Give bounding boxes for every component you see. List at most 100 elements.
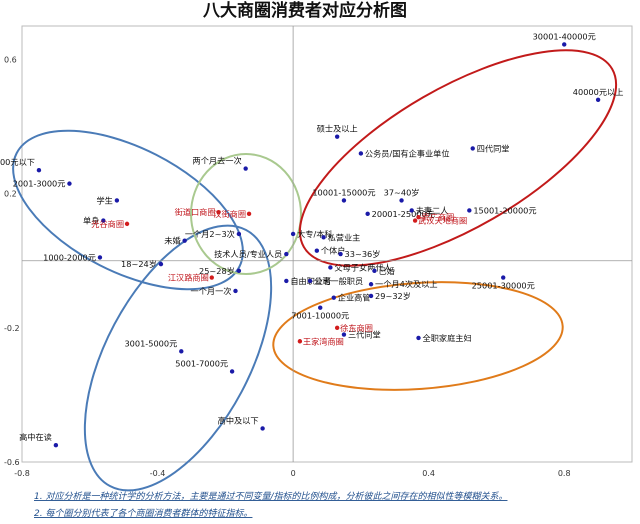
y-tick-label: -0.2 <box>4 324 20 333</box>
data-point <box>260 426 265 431</box>
data-point <box>341 332 347 337</box>
data-point <box>467 208 472 213</box>
data-point <box>243 166 248 171</box>
data-point <box>318 305 323 310</box>
point-label: 3001-5000元 <box>124 338 177 348</box>
point-label: 30001-40000元 <box>533 31 596 41</box>
data-point <box>179 349 184 354</box>
point-label: 2001-3000元 <box>13 179 66 189</box>
data-point <box>284 278 289 284</box>
point-label: 三代同堂 <box>348 330 381 340</box>
chart-title: 八大商圈消费者对应分析图 <box>203 0 407 21</box>
data-point <box>233 288 238 294</box>
data-point <box>284 251 289 257</box>
data-point <box>307 278 313 284</box>
point-label: 两个月去一次 <box>193 156 242 166</box>
x-tick-label: -0.4 <box>150 469 166 478</box>
point-label: 夫妻二人 <box>416 205 449 215</box>
data-point <box>53 443 59 448</box>
y-tick-label: 0.2 <box>4 190 17 199</box>
point-label: 5001-7000元 <box>175 358 228 368</box>
point-label: 1000元以下 <box>0 157 35 167</box>
data-point <box>372 268 377 274</box>
point-label: 公司一般职员 <box>314 276 363 286</box>
data-point <box>338 251 343 257</box>
data-point <box>341 198 347 203</box>
x-tick-label: -0.8 <box>14 469 30 478</box>
district-label: 王家湾商圈 <box>303 336 344 346</box>
point-label: 一个月4次及以上 <box>375 279 438 289</box>
district-label: 武汉天地商圈 <box>418 216 467 226</box>
district-label: 街道口商圈 <box>175 207 216 217</box>
data-point <box>358 151 364 156</box>
x-tick-label: 0.8 <box>558 469 571 478</box>
y-tick-label: -0.6 <box>4 458 20 467</box>
point-label: 公务员/国有企事业单位 <box>365 148 450 158</box>
district-point <box>246 211 252 217</box>
data-point <box>97 255 103 260</box>
data-point <box>562 42 567 47</box>
district-point <box>216 209 221 215</box>
point-label: 技术人员/专业人员 <box>214 249 282 259</box>
x-tick-label: 0.4 <box>422 469 435 478</box>
point-label: 个体户 <box>321 246 346 256</box>
note-1: 1. 对应分析是一种统计学的分析方法，主要是通过不同变量/指标的比例构成，分析彼… <box>34 491 507 502</box>
ellipse-orange <box>272 281 564 391</box>
district-label: 徐东商圈 <box>340 323 373 333</box>
point-label: 29~32岁 <box>375 291 411 301</box>
point-label: 四代同堂 <box>477 143 510 153</box>
point-label: 20001-25000元 <box>372 209 435 219</box>
data-point <box>501 275 506 280</box>
point-label: 1000-2000元 <box>43 252 96 262</box>
data-point <box>236 231 242 237</box>
point-label: 18~24岁 <box>121 259 157 269</box>
data-point <box>334 134 340 139</box>
data-point <box>595 97 601 102</box>
y-tick-label: 0.6 <box>4 56 17 65</box>
point-label: 高中在读 <box>19 432 52 442</box>
data-point <box>409 208 414 213</box>
ellipse-blue-lower <box>83 224 273 492</box>
data-point <box>314 248 320 253</box>
axes <box>22 26 632 462</box>
point-label: 未婚 <box>164 236 180 246</box>
district-point <box>334 325 340 331</box>
data-point <box>328 265 333 270</box>
point-label: 父母子女两代人 <box>334 262 391 272</box>
district-label: 武广商圈 <box>422 212 455 222</box>
data-point <box>101 218 106 223</box>
data-point <box>399 198 404 203</box>
point-label: 33~36岁 <box>345 249 381 259</box>
data-point <box>470 146 475 151</box>
data-point <box>67 181 72 186</box>
data-point <box>290 231 296 237</box>
point-label: 大专/本科 <box>297 229 333 239</box>
point-label: 一个月2~3次 <box>185 229 235 239</box>
point-label: 15001-20000元 <box>473 205 536 215</box>
data-point <box>365 211 370 217</box>
point-label: 25001-30000元 <box>472 281 535 291</box>
district-point <box>297 339 303 344</box>
point-label: 10001-15000元 <box>312 187 375 197</box>
plot-frame <box>21 25 633 463</box>
ellipse-blue-upper <box>12 129 244 291</box>
point-label: 学生 <box>96 195 112 205</box>
data-point <box>114 198 120 203</box>
note-2: 2. 每个圈分别代表了各个商圈消费者群体的特征指标。 <box>34 508 252 519</box>
district-point <box>209 275 214 280</box>
point-label: 全职家庭主妇 <box>423 333 472 343</box>
point-label: 25~28岁 <box>199 266 235 276</box>
data-point <box>236 268 242 274</box>
data-point <box>416 335 421 341</box>
data-point <box>368 293 374 299</box>
district-label: 光谷商圈 <box>91 219 124 229</box>
district-point <box>416 214 421 220</box>
cluster-ellipses <box>12 49 618 492</box>
district-label: 汉街商圈 <box>213 209 246 219</box>
data-point <box>229 369 235 374</box>
point-label: 单身 <box>83 216 99 226</box>
point-label: 私营业主 <box>328 232 361 242</box>
data-point <box>182 238 187 243</box>
ellipse-green <box>190 153 302 275</box>
